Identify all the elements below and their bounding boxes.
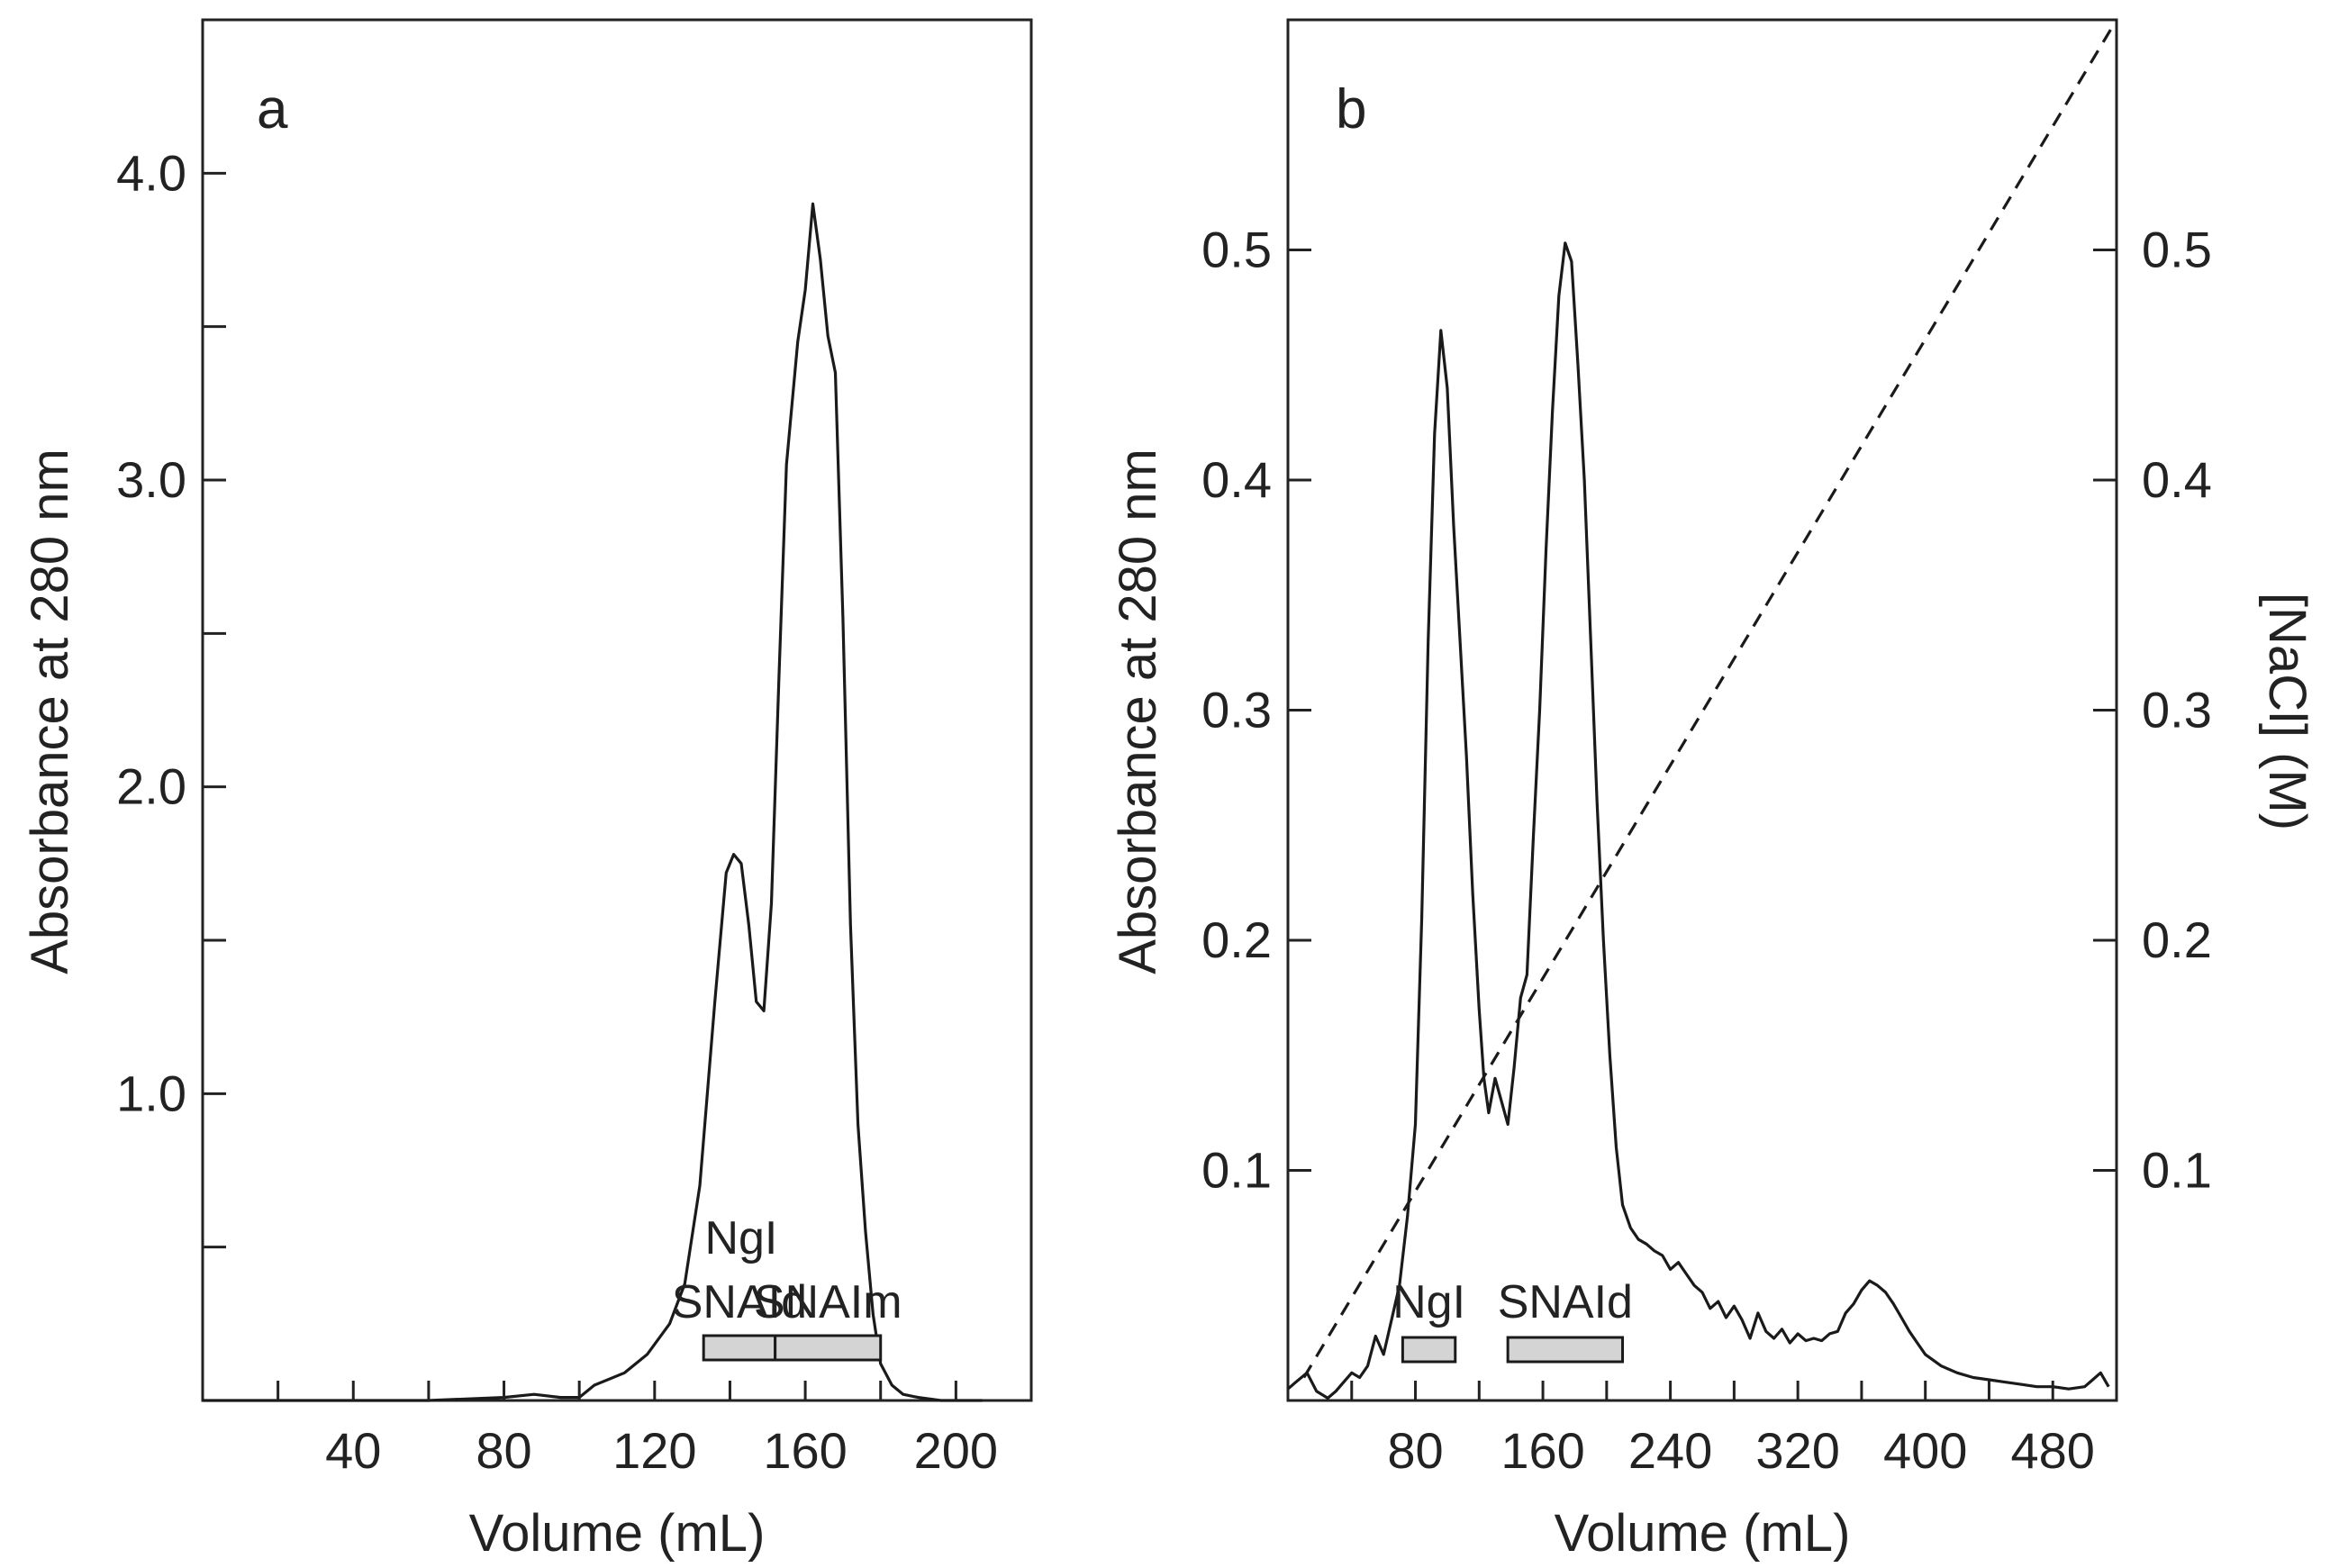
b-y-tick-label: 0.4 [1201,451,1272,508]
a-x-tick-label: 160 [763,1422,847,1479]
panel-a-fraction-label-ngi: NgI [704,1212,777,1264]
panel-a-y-ticks: 1.0 2.0 3.0 4.0 [116,144,226,1249]
panel-a-chart: a NgI SNAId SNAIm 40 80 120 160 200 1.0 2.0 3.… [21,18,1033,1563]
b-x-tick-label: 400 [1883,1422,1967,1479]
a-y-tick-label: 1.0 [116,1065,186,1121]
panel-b-nacl-gradient-line [1302,20,2117,1379]
panel-b-y-axis-label: Absorbance at 280 nm [1109,449,1167,974]
panel-b-absorbance-trace [1288,241,2110,1400]
panel-a-fraction-label-snaid: SNAId [672,1276,807,1328]
a-x-tick-label: 40 [325,1422,381,1479]
panel-b-y-ticks: 0.1 0.2 0.3 0.4 0.5 [1201,222,1311,1199]
b-x-tick-label: 80 [1387,1422,1443,1479]
panel-a-fraction-bars [702,1334,883,1362]
panel-a-y-axis-label: Absorbance at 280 nm [21,449,79,974]
panel-a-plot-frame [201,18,1033,1402]
b-right-y-tick-label: 0.3 [2142,682,2212,739]
panel-a-fraction-label-snaim: SNAIm [754,1276,902,1328]
panel-b-right-y-axis-label: [NaCl] (M) [2258,593,2316,830]
panel-b-marks [1288,20,2117,1400]
panel-a-label: a [257,78,288,140]
panel-a-x-ticks: 40 80 120 160 200 [277,1381,998,1479]
b-y-tick-label: 0.5 [1201,222,1272,278]
panel-a-marks [203,202,983,1402]
a-y-tick-label: 2.0 [116,758,186,815]
b-x-tick-label: 160 [1500,1422,1584,1479]
panel-b-fraction-bar [1506,1336,1625,1364]
b-right-y-tick-label: 0.4 [2142,451,2212,508]
b-right-y-tick-label: 0.2 [2142,911,2212,968]
panel-b-x-axis-label: Volume (mL) [1555,1504,1851,1563]
panel-a-fraction-bar [774,1334,883,1362]
a-x-tick-label: 120 [612,1422,696,1479]
panel-b-chart: b NgI SNAId 80 160 240 320 400 480 0.10.20.30… [1109,18,2316,1563]
panel-a-x-axis-label: Volume (mL) [469,1504,766,1563]
b-y-tick-label: 0.3 [1201,682,1272,739]
panel-b-fraction-label-ngi: NgI [1392,1276,1465,1328]
a-y-tick-label: 4.0 [116,144,186,201]
panel-b-fraction-bars [1401,1336,1625,1364]
panel-b-right-y-ticks: 0.1 0.2 0.3 0.4 0.5 [2093,222,2212,1199]
b-x-tick-label: 480 [2011,1422,2095,1479]
b-right-y-tick-label: 0.5 [2142,222,2212,278]
panel-a-absorbance-trace [203,202,983,1402]
b-x-tick-label: 240 [1628,1422,1712,1479]
panel-b-fraction-label-snaid: SNAId [1498,1276,1633,1328]
panel-b-x-ticks: 80 160 240 320 400 480 [1350,1381,2095,1479]
a-x-tick-label: 80 [476,1422,531,1479]
panel-b-label: b [1336,78,1366,140]
a-y-tick-label: 3.0 [116,451,186,508]
a-x-tick-label: 200 [914,1422,998,1479]
b-right-y-tick-label: 0.1 [2142,1142,2212,1199]
b-x-tick-label: 320 [1755,1422,1839,1479]
panel-b-fraction-bar [1401,1336,1457,1364]
b-y-tick-label: 0.1 [1201,1142,1272,1199]
b-y-tick-label: 0.2 [1201,911,1272,968]
panel-a-fraction-bar [702,1334,777,1362]
